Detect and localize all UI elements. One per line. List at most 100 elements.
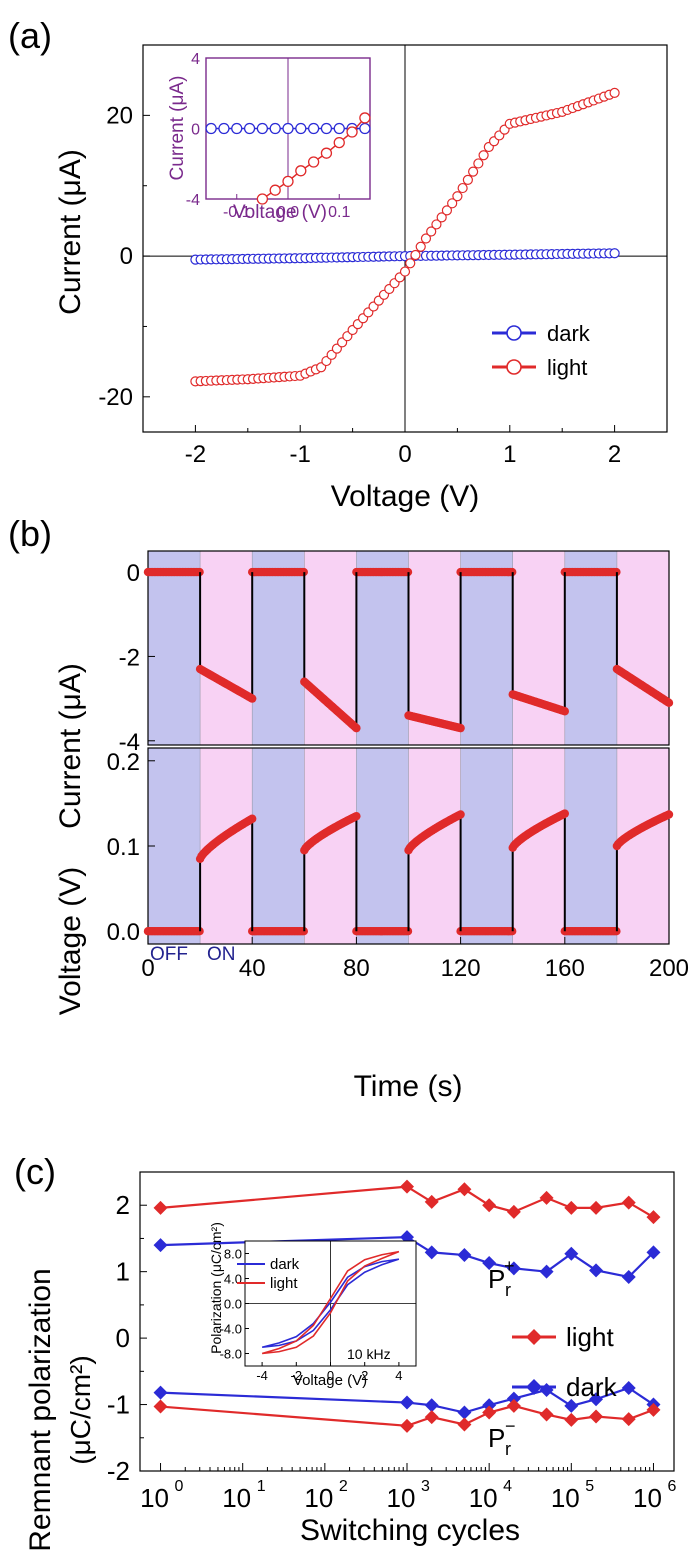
voltage-pane-y-tick-label: 0.1 — [107, 834, 140, 861]
panel-c-inset-legend: dark light — [237, 1256, 300, 1292]
inset-series-dark-point — [307, 122, 320, 135]
b-x-tick-label: 120 — [441, 955, 481, 982]
panel-c-inset-ylabel: Polarization (μC/cm²) — [208, 1222, 224, 1354]
series-light-0-point — [153, 1200, 168, 1215]
series-light-point — [462, 174, 473, 185]
series-light-3-point — [424, 1410, 439, 1425]
panel-b-plot: 0 -2 -4 0.0 0.1 0.2 0 40 80 120 160 200 — [107, 550, 689, 982]
p-plus-main: P — [488, 1264, 505, 1294]
inset-series-dark-point — [359, 122, 371, 135]
voltage-pane-on-point — [664, 810, 674, 819]
voltage-pane-on-band — [512, 748, 565, 944]
series-dark-1-point — [482, 1256, 497, 1271]
series-light-3-point — [153, 1399, 168, 1414]
b-x-tick-label: 40 — [239, 955, 266, 982]
series-light-0-point — [539, 1190, 554, 1205]
panel-b-bottom-ylabel: Voltage (V) — [54, 867, 87, 1015]
series-light-3-point — [539, 1407, 554, 1422]
panel-c-inset-annotation: 10 kHz — [347, 1346, 391, 1362]
inset-series-light-point — [295, 165, 307, 177]
panel-c-ylabel-line2: (μC/cm²) — [65, 1355, 96, 1464]
series-light-point — [405, 258, 416, 269]
series-dark-1-point — [564, 1246, 579, 1261]
annotation-p-plus: P r + — [488, 1256, 515, 1300]
annotation-p-minus: P r − — [488, 1416, 516, 1459]
panel-c-legend: light dark — [512, 1322, 618, 1402]
voltage-pane-on-point — [352, 811, 361, 821]
current-pane-on-band — [512, 551, 565, 745]
series-dark-1-point — [457, 1248, 472, 1263]
current-pane-off-band — [564, 551, 617, 745]
y-tick-label: -20 — [98, 384, 133, 411]
inset-loop-dark — [261, 1258, 400, 1349]
panel-a-legend: dark light — [492, 321, 591, 380]
series-light-point — [478, 150, 489, 161]
panel-c-xlabel: Switching cycles — [300, 1514, 520, 1547]
inset-series-dark-point — [218, 122, 230, 135]
p-minus-sup: − — [505, 1416, 516, 1436]
series-light-0-point — [589, 1200, 604, 1215]
inset-series-dark-point — [205, 122, 217, 135]
voltage-pane-on-band — [616, 748, 669, 944]
legend-light-marker — [506, 359, 522, 375]
inset-series-dark-point — [256, 122, 269, 135]
series-dark-1-point — [424, 1245, 439, 1260]
current-pane-y-tick-label: -2 — [119, 644, 140, 671]
panel-b-off-label: OFF — [150, 944, 188, 965]
current-pane-on-point — [456, 723, 465, 733]
x-tick-exponent: 2 — [339, 1478, 348, 1495]
series-dark-1-point — [539, 1264, 554, 1279]
series-dark-2-point — [589, 1392, 604, 1407]
series-dark-2-point — [424, 1398, 439, 1413]
legend-c-dark-label: dark — [566, 1372, 618, 1402]
panel-a-inset-xlabel: Voltage (V) — [233, 202, 327, 223]
series-light-point — [447, 198, 458, 209]
inset-series-light-point — [359, 112, 371, 124]
inset-series-dark-point — [231, 122, 243, 135]
voltage-pane-off-band — [460, 748, 513, 944]
legend-light-label: light — [547, 355, 587, 380]
legend-c-light-label: light — [566, 1322, 614, 1352]
y-tick-label: 20 — [106, 102, 133, 129]
inset-x-tick-label: 0 — [327, 1368, 334, 1383]
series-dark-1-point — [646, 1245, 661, 1260]
b-x-tick-label: 0 — [141, 955, 154, 982]
inset-series-light-point — [307, 156, 320, 168]
series-dark-2-point — [539, 1382, 554, 1397]
inset-series-dark-point — [269, 122, 281, 135]
panel-a-xlabel: Voltage (V) — [331, 480, 479, 513]
x-tick-exponent: 5 — [585, 1478, 594, 1495]
current-pane-on-band — [200, 551, 253, 745]
inset-x-tick-label: -2 — [291, 1368, 303, 1383]
inset-loop-light — [261, 1250, 400, 1355]
series-dark-point — [609, 248, 620, 259]
series-light-0-point — [457, 1182, 472, 1197]
series-light-3-point — [400, 1418, 414, 1433]
legend-dark-label: dark — [547, 321, 591, 346]
inset-series-light-point — [346, 126, 358, 138]
x-tick-label: 10 — [387, 1483, 416, 1513]
inset-series-light-point — [256, 193, 269, 205]
current-pane-off-band — [148, 551, 201, 745]
legend-c-dark-marker — [526, 1379, 542, 1395]
inset-x-tick-label: 0.0 — [277, 204, 299, 221]
inset-y-tick-label: -4.0 — [220, 1322, 242, 1337]
inset-y-tick-label: 8.0 — [224, 1247, 242, 1262]
series-light-3-point — [482, 1405, 497, 1420]
x-tick-exponent: 1 — [257, 1478, 266, 1495]
current-pane-off-band — [460, 551, 513, 745]
legend-c-light-marker — [526, 1329, 542, 1345]
inset-series-dark-point — [295, 122, 307, 135]
voltage-pane-on-point — [248, 814, 257, 823]
series-dark-2-point — [400, 1395, 414, 1410]
p-plus-sup: + — [504, 1256, 515, 1276]
inset-y-tick-label: -8.0 — [220, 1347, 242, 1362]
y-tick-label: 2 — [116, 1190, 130, 1220]
voltage-pane-off-band — [252, 748, 305, 944]
current-pane-on-point — [664, 698, 674, 708]
series-light-3-point — [621, 1412, 636, 1427]
series-light-point — [468, 166, 479, 177]
inset-series-dark-point — [282, 122, 294, 135]
current-pane-y-tick-label: -4 — [119, 729, 140, 756]
